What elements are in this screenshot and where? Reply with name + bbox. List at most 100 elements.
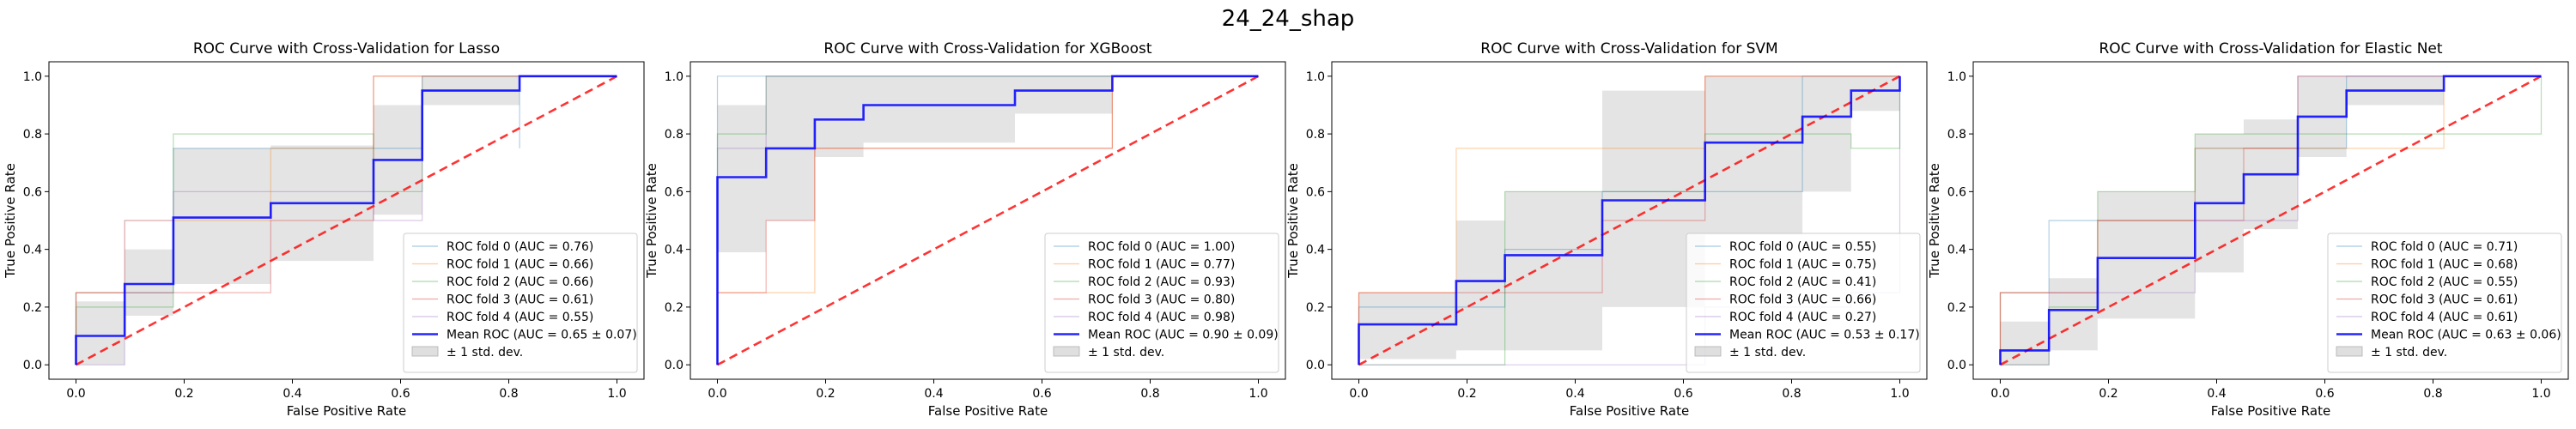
x-tick-label: 0.6 — [1674, 387, 1692, 401]
y-tick-label: 0.8 — [1306, 128, 1325, 142]
plot-area — [1999, 75, 2543, 366]
legend-entry: Mean ROC (AUC = 0.65 ± 0.07) — [447, 329, 637, 342]
legend-entry: ROC fold 0 (AUC = 1.00) — [1088, 240, 1235, 254]
y-tick-label: 0.2 — [23, 301, 42, 315]
legend-entry: ROC fold 4 (AUC = 0.61) — [2371, 311, 2518, 324]
y-tick-label: 1.0 — [23, 70, 42, 84]
x-tick-label: 0.6 — [1032, 387, 1051, 401]
roc-fold-3-line — [1999, 76, 2542, 366]
y-tick-label: 0.4 — [1947, 244, 1966, 257]
legend-swatch — [411, 346, 439, 357]
roc-fold-1-line — [1358, 76, 1900, 366]
y-tick-label: 0.2 — [1947, 301, 1966, 315]
roc-fold-3-line — [75, 76, 617, 366]
legend-entry: ± 1 std. dev. — [1088, 346, 1164, 360]
chart-title: ROC Curve with Cross-Validation for SVM — [1480, 40, 1777, 57]
std-band — [1358, 76, 1900, 360]
axes-frame — [690, 61, 1286, 380]
legend-swatch — [2336, 346, 2363, 357]
legend-entry: ROC fold 3 (AUC = 0.80) — [1088, 293, 1235, 307]
axes-frame — [1972, 61, 2569, 380]
y-axis-label: True Positive Rate — [644, 163, 659, 279]
y-axis-label: True Positive Rate — [3, 163, 18, 279]
legend-box — [1044, 233, 1279, 373]
legend-entry: ROC fold 3 (AUC = 0.61) — [2371, 293, 2518, 307]
x-tick-label: 0.2 — [2099, 387, 2117, 401]
legend-entry: ROC fold 1 (AUC = 0.75) — [1729, 258, 1876, 272]
y-axis-label: True Positive Rate — [1927, 163, 1942, 279]
std-band — [717, 76, 1259, 252]
legend-entry: Mean ROC (AUC = 0.90 ± 0.09) — [1088, 329, 1279, 342]
legend-entry: ROC fold 3 (AUC = 0.61) — [447, 293, 593, 307]
y-tick-label: 1.0 — [665, 70, 683, 84]
legend-entry: Mean ROC (AUC = 0.63 ± 0.06) — [2371, 329, 2561, 342]
roc-fold-1-line — [1999, 76, 2542, 366]
legend-entry: ROC fold 2 (AUC = 0.93) — [1088, 275, 1235, 289]
x-tick-label: 0.8 — [1140, 387, 1159, 401]
mean-roc-line — [1999, 75, 2542, 366]
x-tick-label: 0.4 — [2207, 387, 2226, 401]
legend-entry: ± 1 std. dev. — [1729, 346, 1806, 360]
x-tick-label: 0.6 — [391, 387, 410, 401]
x-tick-label: 0.0 — [66, 387, 85, 401]
x-axis-label: False Positive Rate — [928, 403, 1048, 419]
y-tick-label: 0.2 — [665, 301, 683, 315]
x-tick-label: 1.0 — [1890, 387, 1909, 401]
legend-entry: ± 1 std. dev. — [2371, 346, 2447, 360]
y-tick-label: 0.4 — [665, 244, 683, 257]
y-tick-label: 0.8 — [23, 128, 42, 142]
chart-title: ROC Curve with Cross-Validation for Elas… — [2099, 40, 2442, 57]
x-tick-label: 0.2 — [1457, 387, 1476, 401]
x-tick-label: 0.4 — [1565, 387, 1584, 401]
legend-entry: ROC fold 2 (AUC = 0.41) — [1729, 275, 1876, 289]
axes-frame — [48, 61, 645, 380]
x-tick-label: 0.2 — [816, 387, 835, 401]
y-tick-label: 0.0 — [1306, 359, 1325, 372]
legend-entry: Mean ROC (AUC = 0.53 ± 0.17) — [1729, 329, 1920, 342]
x-axis-label: False Positive Rate — [2211, 403, 2330, 419]
legend-entry: ROC fold 4 (AUC = 0.27) — [1729, 311, 1876, 324]
legend-box — [1686, 233, 1921, 373]
x-tick-label: 1.0 — [2531, 387, 2550, 401]
y-tick-label: 0.8 — [1947, 128, 1966, 142]
y-tick-label: 1.0 — [1947, 70, 1966, 84]
legend: ROC fold 0 (AUC = 0.71) ROC fold 1 (AUC =… — [2327, 233, 2562, 373]
mean-roc-line — [716, 75, 1259, 366]
roc-chart-2: ROC Curve with Cross-Validation for XGBo… — [644, 40, 1286, 419]
y-tick-label: 0.0 — [23, 359, 42, 372]
legend-box — [403, 233, 638, 373]
charts-group: ROC Curve with Cross-Validation for Lass… — [3, 40, 2569, 419]
plot-area — [716, 75, 1260, 366]
y-axis-label: True Positive Rate — [1285, 163, 1301, 279]
legend-swatch — [1694, 346, 1722, 357]
y-tick-label: 0.6 — [23, 185, 42, 199]
legend-entry: ROC fold 1 (AUC = 0.68) — [2371, 258, 2518, 272]
x-tick-label: 0.8 — [499, 387, 518, 401]
legend-entry: ROC fold 1 (AUC = 0.77) — [1088, 258, 1235, 272]
x-tick-label: 1.0 — [1249, 387, 1267, 401]
legend-entry: ROC fold 3 (AUC = 0.66) — [1729, 293, 1876, 307]
y-tick-label: 0.0 — [1947, 359, 1966, 372]
x-axis-label: False Positive Rate — [1570, 403, 1689, 419]
y-tick-label: 0.0 — [665, 359, 683, 372]
chance-line — [716, 75, 1260, 366]
legend-entry: ROC fold 0 (AUC = 0.55) — [1729, 240, 1876, 254]
legend-entry: ROC fold 0 (AUC = 0.76) — [447, 240, 593, 254]
x-tick-label: 0.0 — [1349, 387, 1368, 401]
axes-frame — [1331, 61, 1928, 380]
x-tick-label: 0.4 — [924, 387, 943, 401]
chance-line — [1358, 75, 1901, 366]
chart-title: ROC Curve with Cross-Validation for Lass… — [193, 40, 500, 57]
legend-entry: ROC fold 4 (AUC = 0.55) — [447, 311, 593, 324]
chart-title: ROC Curve with Cross-Validation for XGBo… — [823, 40, 1152, 57]
x-tick-label: 0.8 — [1782, 387, 1801, 401]
legend-entry: ROC fold 2 (AUC = 0.55) — [2371, 275, 2518, 289]
legend-box — [2327, 233, 2562, 373]
legend-entry: ROC fold 4 (AUC = 0.98) — [1088, 311, 1235, 324]
y-tick-label: 0.6 — [1947, 185, 1966, 199]
chance-line — [75, 75, 618, 366]
x-tick-label: 0.2 — [174, 387, 193, 401]
roc-fold-2-line — [1358, 76, 1901, 366]
x-tick-label: 0.0 — [1990, 387, 2009, 401]
